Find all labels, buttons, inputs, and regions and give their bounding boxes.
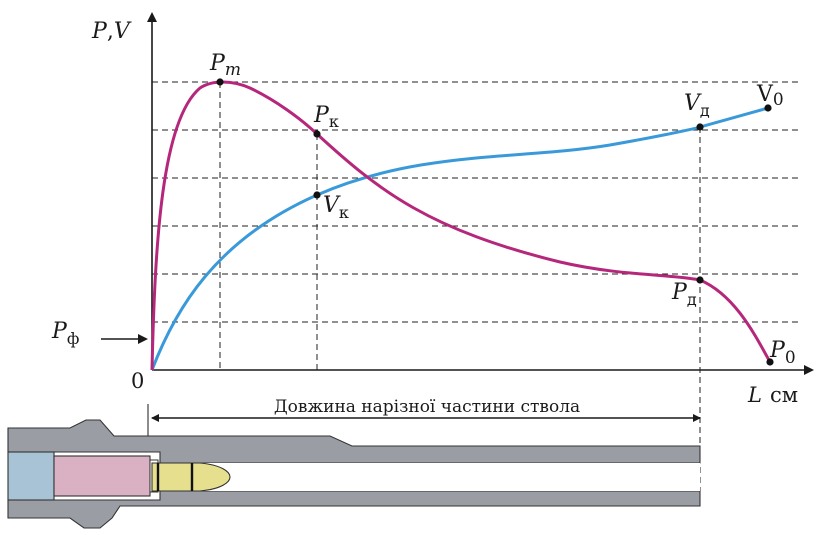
label-pf: Pф: [51, 319, 79, 348]
barrel-bore: [160, 463, 700, 491]
velocity-curve: [150, 106, 769, 371]
point-p0: [766, 358, 774, 366]
pressure-curve: [150, 80, 772, 371]
label-v0: V0: [756, 82, 784, 110]
point-pm: [216, 78, 224, 86]
label-pd: Pд: [671, 280, 697, 309]
point-v0: [764, 104, 772, 112]
barrel-length-label: Довжина нарізної частини ствола: [274, 397, 580, 417]
label-pk: Pк: [313, 103, 339, 131]
point-pd: [696, 276, 704, 284]
label-vd: Vд: [684, 91, 710, 120]
breech-block: [7, 451, 55, 501]
label-vk: Vк: [323, 193, 349, 222]
label-p0: P0: [769, 338, 796, 368]
barrel-lower-wall: [7, 490, 701, 529]
barrel-upper-wall: [7, 419, 701, 464]
point-vk: [313, 191, 321, 199]
vertical-guides: [219, 82, 701, 505]
point-vd: [696, 123, 704, 131]
point-pk: [313, 130, 321, 138]
label-pm: Pm: [209, 51, 241, 80]
origin-label: 0: [131, 369, 144, 393]
curve-points: [216, 78, 774, 366]
cartridge-case: [53, 455, 151, 497]
barrel-cross-section: [7, 419, 701, 529]
y-axis-label: P,V: [91, 19, 132, 44]
axes: [147, 12, 814, 375]
